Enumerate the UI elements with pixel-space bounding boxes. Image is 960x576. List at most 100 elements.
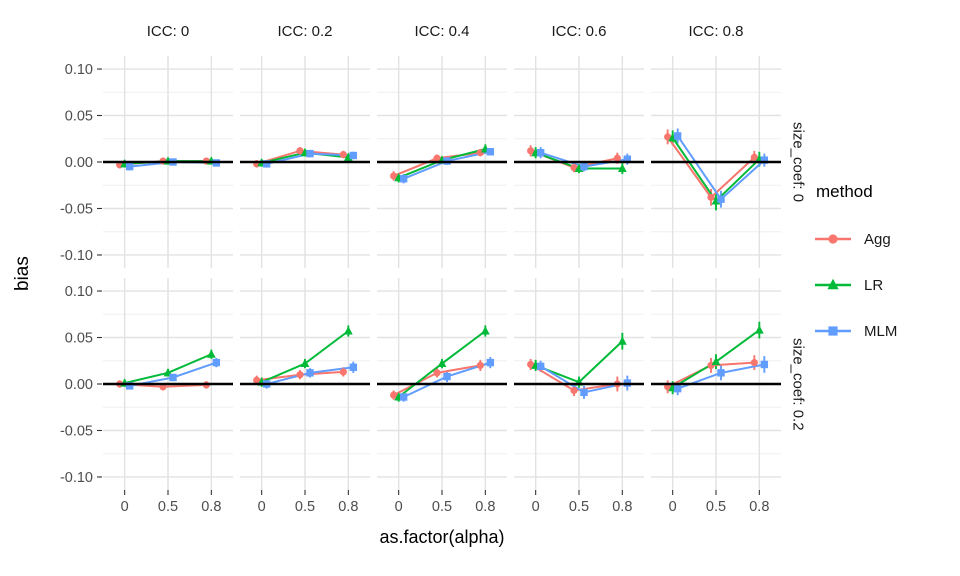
point-square-mlm [262,160,271,168]
point-square-mlm [349,363,358,371]
point-square-mlm [486,148,495,156]
legend-item-lr: LR [814,262,958,308]
point-triangle-lr [437,358,447,368]
point-circle-agg [476,361,484,370]
y-tick-label: -0.10 [60,248,93,264]
point-square-mlm [125,382,134,390]
facet-panel: 0 0.5 0.8 [103,278,233,515]
series-line-mlm [403,150,491,180]
point-circle-agg [750,153,758,161]
legend-label-mlm: MLM [864,322,898,340]
point-circle-agg [433,154,441,162]
x-axis-title: as.factor(alpha) [379,527,505,547]
point-triangle-lr [206,349,216,358]
point-circle-agg [339,368,347,376]
point-square-mlm [536,362,545,371]
circle-key-glyph [828,234,838,244]
facet-panel: 0 0.5 0.8 [514,278,644,515]
y-tick-label: -0.10 [60,470,93,486]
point-square-mlm [673,384,682,393]
point-triangle-lr [480,326,490,335]
facet-strip-sizecoef-0.2: size_coef: 0.2 [789,337,807,431]
point-square-mlm [169,373,177,382]
agg-legend-key-icon [815,234,851,244]
facet-panel [514,56,644,268]
point-circle-agg [707,193,715,201]
x-tick-label: 0 [258,499,266,515]
point-circle-agg [613,154,621,162]
facet-panel [377,56,507,268]
x-tick-label: 0.8 [475,499,495,515]
lr-legend-key-icon [815,278,851,290]
point-circle-agg [390,172,398,180]
facet-strip-icc-0: ICC: 0 [146,22,190,40]
facet-panel: 0 0.5 0.8 [377,278,507,515]
triangle-key-glyph [827,278,839,290]
y-tick-label: 0.10 [65,62,93,78]
point-square-mlm [399,393,408,401]
facet-strip-icc-0.4: ICC: 0.4 [414,22,470,40]
point-circle-agg [339,150,347,159]
y-tick-label: 0.00 [65,155,93,171]
point-square-mlm [306,149,314,158]
y-tick-label: 0.00 [65,377,93,393]
y-tick-label: -0.05 [60,423,93,439]
point-square-mlm [443,372,451,381]
point-triangle-lr [711,356,721,366]
facet-strip-icc-0.6: ICC: 0.6 [551,22,607,40]
point-circle-agg [296,147,304,155]
mlm-legend-key-icon [815,326,851,336]
point-square-mlm [580,388,588,397]
y-tick-label: 0.05 [65,109,93,125]
square-key-glyph [828,326,838,336]
point-circle-agg [527,147,535,155]
point-square-mlm [760,156,769,164]
point-square-mlm [580,162,588,171]
point-square-mlm [212,358,221,367]
x-tick-label: 0.8 [338,499,358,515]
facet-panel: 0 0.5 0.8 [651,278,781,515]
point-circle-agg [664,133,672,141]
point-square-mlm [760,360,769,369]
x-tick-label: 0.8 [749,499,769,515]
legend-label-lr: LR [864,276,884,294]
legend-item-agg: Agg [814,216,958,262]
x-tick-label: 0.5 [706,499,726,515]
point-triangle-lr [754,325,764,334]
point-circle-agg [296,371,304,379]
point-square-mlm [125,162,134,171]
y-tick-label: 0.05 [65,331,93,347]
x-tick-label: 0 [121,499,129,515]
point-triangle-lr [617,163,627,173]
legend-label-agg: Agg [864,230,891,248]
y-tick-label: -0.05 [60,201,93,217]
legend-title: method [816,182,873,201]
x-tick-label: 0.5 [569,499,589,515]
point-circle-agg [570,386,578,395]
point-square-mlm [486,358,495,367]
facet-strip-sizecoef-0: size_coef: 0 [789,121,807,203]
x-tick-label: 0 [669,499,677,515]
point-square-mlm [673,132,682,140]
point-circle-agg [253,376,261,384]
point-circle-agg [527,360,535,369]
x-tick-label: 0.5 [432,499,452,515]
facet-panel [103,56,233,268]
facet-panel [240,56,370,268]
y-tick-label: 0.10 [65,284,93,300]
x-tick-label: 0.5 [295,499,315,515]
facet-strip-icc-0.8: ICC: 0.8 [688,22,744,40]
point-triangle-lr [300,358,310,368]
point-square-mlm [623,155,632,163]
x-tick-label: 0.8 [201,499,221,515]
point-square-mlm [536,149,545,157]
facet-panel [651,56,781,268]
point-triangle-lr [343,326,353,335]
legend-item-mlm: MLM [814,308,958,354]
facet-strip-icc-0.2: ICC: 0.2 [277,22,333,40]
point-square-mlm [399,175,408,183]
point-triangle-lr [617,336,627,345]
x-tick-label: 0.8 [612,499,632,515]
